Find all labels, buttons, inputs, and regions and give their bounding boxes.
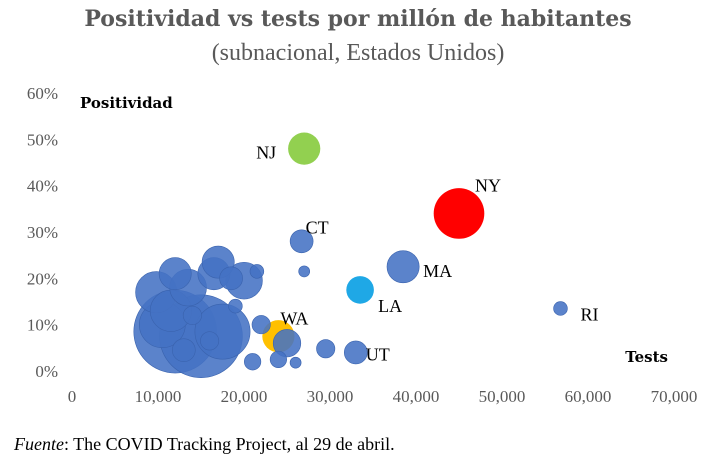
bubble bbox=[289, 356, 302, 369]
bubble bbox=[249, 264, 265, 279]
point-label: WA bbox=[280, 308, 308, 328]
bubble bbox=[194, 303, 251, 360]
bubble-ri bbox=[553, 301, 568, 316]
bubble bbox=[219, 266, 243, 291]
bubble bbox=[182, 305, 202, 325]
bubble bbox=[316, 339, 336, 359]
bubble bbox=[172, 338, 196, 362]
y-tick-label: 50% bbox=[27, 130, 58, 149]
point-label: CT bbox=[306, 217, 329, 237]
chart-subtitle: (subnacional, Estados Unidos) bbox=[211, 40, 505, 66]
point-label: RI bbox=[580, 304, 598, 324]
bubble bbox=[158, 257, 192, 291]
bubble bbox=[228, 298, 243, 314]
chart-title: Positividad vs tests por millón de habit… bbox=[84, 6, 632, 32]
bubble-ny bbox=[433, 188, 485, 239]
bubble-la bbox=[346, 276, 374, 304]
bubble-nj bbox=[288, 132, 321, 165]
x-tick-label: 60,000 bbox=[565, 387, 612, 406]
bubble-ut bbox=[343, 340, 368, 365]
y-tick-label: 40% bbox=[27, 177, 58, 196]
bubble bbox=[272, 329, 302, 358]
bubble bbox=[269, 350, 287, 368]
y-tick-label: 0% bbox=[35, 362, 58, 381]
x-tick-label: 40,000 bbox=[393, 387, 440, 406]
x-axis-label: Tests bbox=[625, 348, 668, 366]
bubble bbox=[251, 315, 271, 335]
bubble-ma bbox=[386, 250, 420, 284]
y-tick-label: 30% bbox=[27, 223, 58, 242]
bubble-chart: 0% 10% 20% 30% 40% 50% 60% 0 10,000 20,000 30,000 4… bbox=[27, 84, 698, 406]
x-tick-label: 10,000 bbox=[135, 387, 182, 406]
bubble bbox=[200, 331, 220, 351]
source-label: Fuente bbox=[14, 434, 64, 454]
point-label: UT bbox=[366, 344, 390, 364]
bubble bbox=[298, 265, 311, 278]
y-tick-label: 20% bbox=[27, 269, 58, 288]
y-tick-label: 10% bbox=[27, 316, 58, 335]
x-tick-label: 20,000 bbox=[221, 387, 268, 406]
point-label: NJ bbox=[256, 143, 276, 163]
point-label: LA bbox=[378, 296, 402, 316]
point-label: MA bbox=[423, 261, 452, 281]
x-tick-label: 0 bbox=[68, 387, 77, 406]
source-text: : The COVID Tracking Project, al 29 de a… bbox=[63, 434, 395, 454]
point-label: NY bbox=[475, 175, 501, 195]
x-tick-label: 30,000 bbox=[307, 387, 354, 406]
y-axis-label: Positividad bbox=[80, 94, 173, 112]
bubble bbox=[244, 353, 262, 371]
x-tick-label: 70,000 bbox=[651, 387, 698, 406]
y-tick-label: 60% bbox=[27, 84, 58, 103]
source-note: Fuente: The COVID Tracking Project, al 2… bbox=[14, 434, 395, 455]
bubble-ct bbox=[289, 229, 314, 254]
x-tick-label: 50,000 bbox=[479, 387, 526, 406]
